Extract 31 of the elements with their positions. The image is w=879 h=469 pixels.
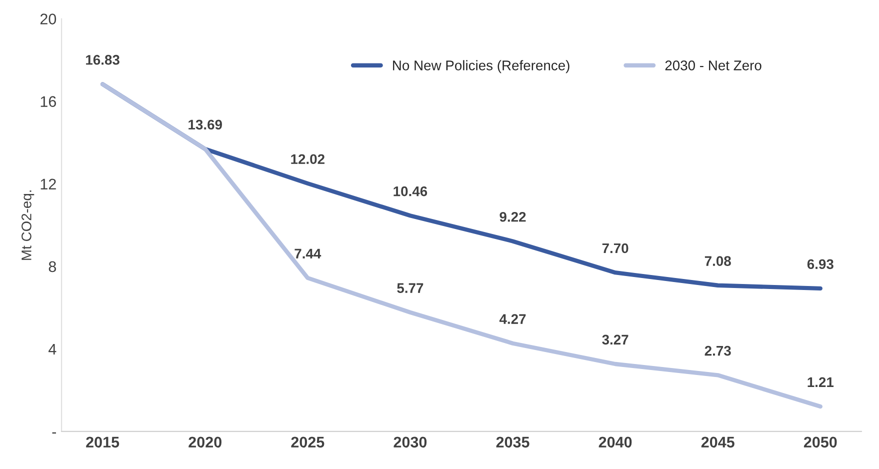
data-label: 2.73 bbox=[704, 346, 731, 356]
data-label: 1.21 bbox=[808, 377, 834, 387]
data-label: 4.27 bbox=[499, 314, 526, 324]
data-label: 16.83 bbox=[86, 54, 120, 65]
x-tick-label: 2040 bbox=[598, 436, 632, 448]
x-tick-label: 2025 bbox=[291, 436, 324, 448]
legend-label: 2030 - Net Zero bbox=[665, 60, 762, 70]
y-tick-label: 12 bbox=[40, 178, 56, 190]
data-label: 10.46 bbox=[394, 186, 428, 196]
y-tick-label: 4 bbox=[48, 344, 56, 354]
data-label: 7.70 bbox=[602, 243, 628, 254]
data-label: 12.02 bbox=[291, 154, 324, 164]
y-tick-label: 16 bbox=[40, 96, 56, 107]
data-label: 7.08 bbox=[704, 256, 731, 266]
y-tick-label: - bbox=[52, 432, 56, 434]
data-label: 3.27 bbox=[602, 334, 628, 345]
y-axis-title: Mt CO2-eq. bbox=[22, 190, 34, 260]
x-tick-label: 2030 bbox=[394, 436, 427, 448]
data-label: 7.44 bbox=[294, 248, 322, 258]
x-tick-label: 2045 bbox=[701, 436, 734, 448]
x-tick-label: 2020 bbox=[188, 436, 222, 448]
data-label: 5.77 bbox=[397, 283, 424, 293]
legend-label: No New Policies (Reference) bbox=[393, 60, 570, 74]
x-tick-label: 2050 bbox=[804, 436, 837, 448]
data-label: 13.69 bbox=[188, 120, 222, 130]
y-tick-label: 8 bbox=[48, 261, 56, 272]
data-label: 9.22 bbox=[500, 212, 526, 222]
x-tick-label: 2015 bbox=[86, 436, 120, 448]
x-tick-label: 2035 bbox=[496, 436, 530, 448]
data-label: 6.93 bbox=[807, 259, 834, 270]
y-tick-label: 20 bbox=[40, 14, 56, 24]
